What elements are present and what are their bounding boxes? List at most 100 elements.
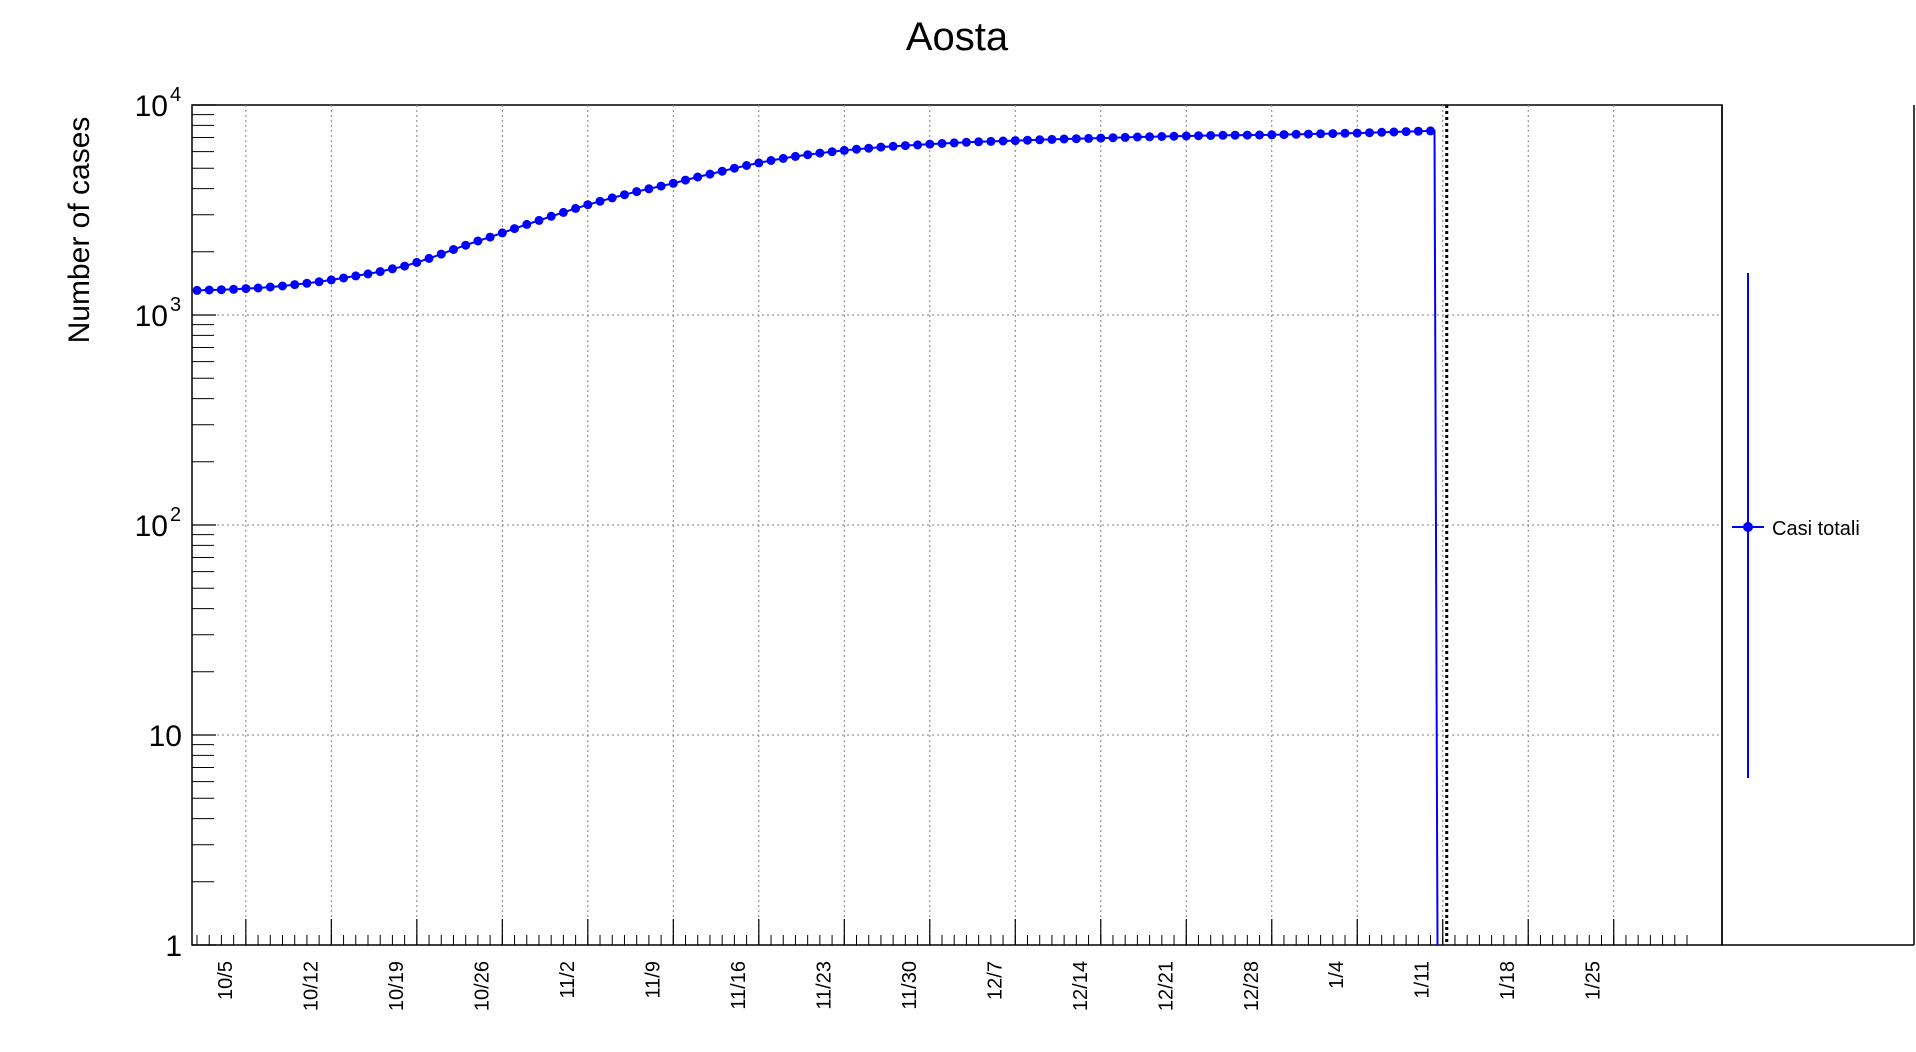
data-point [1426, 126, 1435, 136]
data-point [497, 228, 507, 238]
data-point [436, 249, 446, 259]
data-point [1328, 129, 1338, 139]
data-point [1218, 130, 1228, 140]
data-point [790, 151, 800, 161]
data-point [1389, 127, 1399, 137]
data-point [412, 257, 422, 267]
data-point [1267, 130, 1277, 140]
data-point [839, 145, 849, 155]
data-point [302, 278, 312, 288]
data-point [204, 285, 214, 295]
x-tick-label: 11/16 [728, 961, 750, 1010]
data-point [1194, 131, 1203, 141]
data-point [888, 141, 898, 151]
data-point [681, 175, 690, 185]
data-point [778, 153, 788, 163]
data-point [766, 156, 776, 165]
legend-label: Casi totali [1772, 518, 1860, 540]
x-tick-label: 11/2 [557, 961, 579, 998]
data-point [278, 281, 287, 291]
data-point [461, 240, 471, 250]
data-point [1242, 130, 1252, 140]
data-point [449, 245, 458, 254]
data-point [571, 203, 581, 213]
data-point [717, 166, 727, 176]
data-point [216, 285, 226, 295]
data-point [290, 280, 300, 290]
data-point [229, 284, 239, 294]
data-point [1401, 127, 1411, 137]
x-tick-label: 10/12 [300, 961, 322, 1011]
data-point [1035, 135, 1045, 145]
x-tick-label: 11/23 [813, 961, 835, 1010]
data-point [1303, 129, 1313, 139]
y-tick-label-exponent: 4 [170, 84, 181, 106]
data-point [1377, 127, 1387, 137]
data-point [1206, 131, 1216, 140]
data-point [876, 142, 886, 152]
y-tick-label: 10 [135, 90, 168, 123]
x-tick-label: 10/5 [215, 961, 237, 1000]
data-point [607, 193, 617, 203]
data-point [424, 253, 434, 263]
data-point [827, 147, 837, 157]
data-point [522, 219, 532, 229]
data-point [937, 139, 947, 148]
x-tick-label: 11/9 [642, 961, 664, 998]
data-point [1096, 133, 1106, 143]
y-tick-label: 1 [165, 930, 182, 963]
data-point [583, 200, 593, 210]
data-point [668, 178, 678, 188]
y-tick-label: 10 [149, 720, 182, 753]
data-point [900, 141, 910, 151]
data-point [949, 138, 959, 148]
x-tick-label: 12/21 [1155, 961, 1177, 1011]
data-point [1181, 131, 1191, 141]
data-point [925, 139, 935, 149]
data-point [1279, 130, 1289, 140]
data-point [1047, 134, 1057, 144]
data-point [192, 285, 202, 295]
data-point [742, 161, 752, 170]
data-point [400, 261, 410, 271]
data-point [1255, 130, 1264, 140]
data-point [534, 215, 544, 225]
data-point [754, 158, 764, 168]
data-point [1291, 129, 1301, 139]
x-tick-label: 12/28 [1241, 961, 1263, 1011]
legend: Casi totali [1732, 273, 1860, 778]
data-point [510, 224, 519, 234]
data-point [620, 190, 629, 200]
x-tick-label: 1/25 [1583, 961, 1605, 1000]
data-point [1010, 136, 1020, 146]
data-point [375, 267, 385, 277]
y-tick-label: 10 [135, 510, 168, 543]
data-point [253, 283, 263, 293]
grid [192, 105, 1722, 945]
data-point [314, 277, 324, 287]
y-tick-label-exponent: 2 [170, 504, 181, 526]
data-point [485, 232, 495, 242]
data-point [1145, 132, 1155, 142]
data-point [1413, 126, 1423, 136]
x-tick-label: 10/26 [471, 961, 493, 1011]
y-tick-label: 10 [135, 300, 168, 333]
x-tick-label: 1/4 [1326, 961, 1348, 989]
data-point [1108, 133, 1118, 143]
data-point [1157, 132, 1167, 141]
data-point [1340, 128, 1350, 138]
data-point [1352, 128, 1362, 138]
data-point [363, 269, 373, 279]
data-point [961, 137, 971, 147]
data-point [1023, 135, 1032, 145]
data-point [1169, 131, 1179, 141]
data-point [864, 143, 874, 153]
data-point [644, 184, 654, 194]
data-point [1230, 130, 1240, 140]
data-point [241, 284, 251, 294]
data-point [693, 172, 703, 182]
data-point [803, 150, 813, 160]
y-axis-label: Number of cases [63, 117, 96, 344]
